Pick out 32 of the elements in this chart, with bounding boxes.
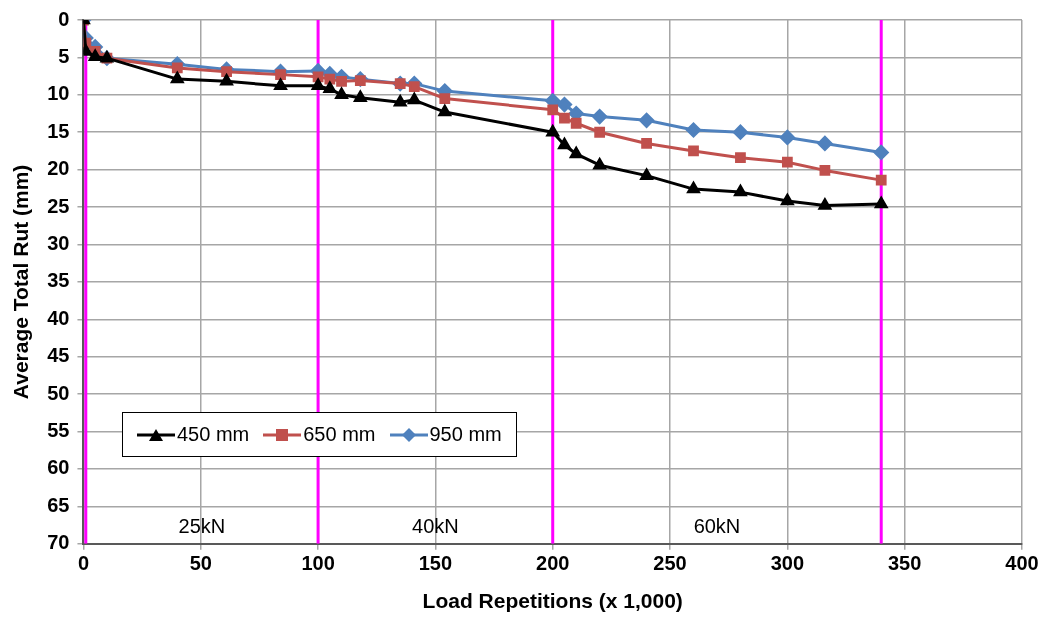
x-tick-label: 400 [1005,552,1039,575]
legend-label: 650 mm [303,423,376,446]
y-tick-label: 40 [47,306,70,329]
x-tick-label: 100 [301,552,335,575]
y-axis-title: Average Total Rut (mm) [9,164,33,400]
y-tick-label: 50 [47,381,70,404]
x-tick-label: 300 [770,552,805,575]
x-axis-title: Load Repetitions (x 1,000) [422,589,683,613]
y-tick-label: 65 [47,493,70,516]
x-tick-label: 150 [418,552,453,575]
annotation: 25kN [178,515,226,538]
x-tick-label: 200 [536,552,570,575]
x-tick-label: 350 [887,552,922,575]
y-tick-label: 20 [47,157,70,180]
annotation: 40kN [412,515,459,538]
y-tick-label: 35 [47,269,70,292]
y-tick-label: 0 [58,7,70,30]
y-tick-label: 70 [47,531,70,554]
y-tick-label: 15 [47,119,70,142]
y-tick-label: 25 [47,194,70,217]
y-tick-label: 30 [47,232,70,254]
annotation: 60kN [693,515,741,538]
y-tick-label: 10 [47,82,70,105]
y-tick-label: 45 [47,344,70,367]
x-tick-label: 250 [653,552,687,575]
x-tick-label: 50 [189,552,212,575]
y-tick-label: 55 [47,419,70,442]
y-tick-label: 5 [58,44,70,67]
x-tick-label: 0 [77,552,90,575]
legend-label: 950 mm [429,423,502,446]
legend-label: 450 mm [177,423,250,446]
y-tick-label: 60 [47,456,70,479]
